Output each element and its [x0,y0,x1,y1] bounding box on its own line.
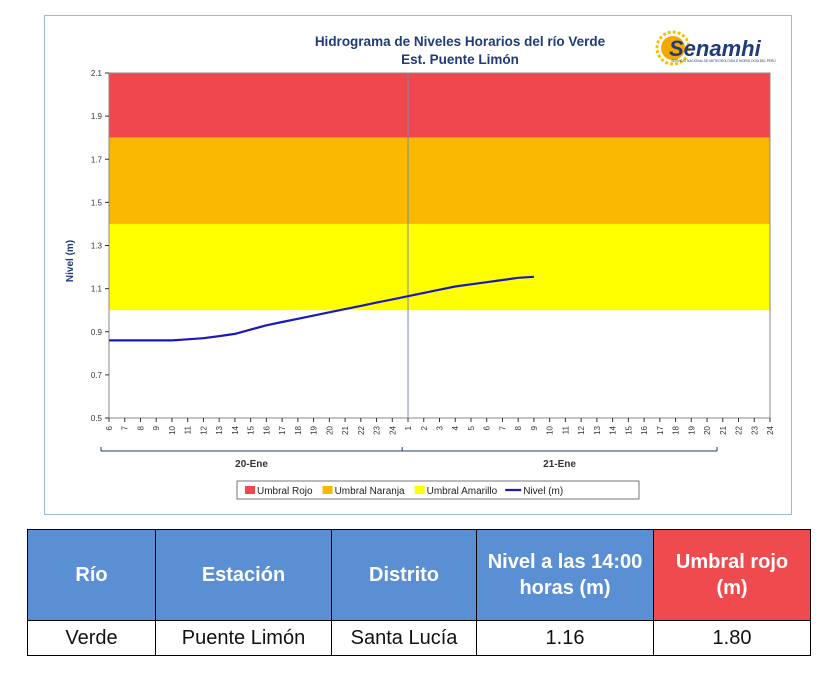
x-tick-label: 7 [498,425,507,430]
x-tick-label: 7 [121,425,130,430]
x-tick-label: 17 [278,425,287,434]
x-tick-label: 12 [199,425,208,434]
day-label-20-ene: 20-Ene [235,459,268,470]
x-tick-label: 18 [294,425,303,434]
table-header-row: Río Estación Distrito Nivel a las 14:00 … [27,529,811,621]
cell-umbral-rojo: 1.80 [653,620,811,656]
x-tick-label: 8 [136,425,145,430]
x-tick-label: 6 [483,425,492,430]
legend-item-label: Umbral Amarillo [427,486,498,497]
x-tick-label: 21 [719,425,728,434]
x-tick-label: 13 [593,425,602,434]
x-tick-label: 8 [514,425,523,430]
y-axis: 0.5 0.7 0.9 1.1 1.3 1.5 1.7 1.9 2.1 [91,69,109,423]
x-tick-label: 24 [766,425,775,434]
cell-estacion: Puente Limón [155,620,332,656]
x-tick-label: 4 [451,425,460,430]
x-tick-label: 24 [388,425,397,434]
x-tick-label: 22 [357,425,366,434]
x-tick-label: 14 [609,425,618,434]
legend-swatch [245,486,255,494]
chart-subtitle: Est. Puente Limón [401,52,519,67]
legend-item-label: Umbral Naranja [335,486,405,497]
station-info-table: Río Estación Distrito Nivel a las 14:00 … [27,529,811,656]
threshold-band-1 [109,137,770,224]
legend-swatch [322,486,333,494]
y-tick-label: 1.7 [91,155,103,164]
legend-swatch [414,486,425,494]
legend-box [236,480,640,500]
senamhi-logo: Senamhi SERVICIO NACIONAL DE METEOROLOGÍ… [655,30,776,66]
x-tick-label: 12 [577,425,586,434]
x-tick-label: 11 [561,425,570,434]
x-tick-label: 16 [262,425,271,434]
x-tick-label: 10 [546,425,555,434]
x-tick-label: 22 [735,425,744,434]
x-tick-label: 19 [687,425,696,434]
y-tick-label: 1.1 [91,285,103,294]
y-tick-label: 1.3 [91,242,103,251]
series-line-nivel [109,275,534,342]
header-estacion: Estación [155,529,332,621]
x-tick-label: 13 [215,425,224,434]
x-tick-label: 15 [247,425,256,434]
y-tick-label: 1.9 [91,112,103,121]
x-tick-label: 20 [703,425,712,434]
logo-subtitle: SERVICIO NACIONAL DE METEOROLOGÍA E HIDR… [671,58,776,63]
logo-text: Senamhi [669,36,762,61]
chart-title: Hidrograma de Niveles Horarios del río V… [315,34,606,49]
x-tick-label: 16 [640,425,649,434]
legend-item-label: Umbral Rojo [257,486,313,497]
x-tick-label: 17 [656,425,665,434]
cell-rio: Verde [27,620,156,656]
x-tick-label: 3 [436,425,445,430]
x-tick-label: 15 [624,425,633,434]
y-tick-label: 0.7 [91,371,103,380]
x-tick-label: 19 [310,425,319,434]
x-tick-label: 9 [530,425,539,430]
y-tick-label: 0.5 [91,414,103,423]
x-tick-label: 23 [750,425,759,434]
y-tick-label: 2.1 [91,69,103,78]
x-tick-label: 21 [341,425,350,434]
series-layer [109,275,534,342]
threshold-band-2 [109,223,770,311]
legend-item-label: Nivel (m) [523,486,563,497]
threshold-bands [108,72,771,419]
header-nivel: Nivel a las 14:00 horas (m) [476,529,654,621]
cell-distrito: Santa Lucía [331,620,477,656]
table-row: Verde Puente Limón Santa Lucía 1.16 1.80 [27,620,811,656]
x-tick-label: 18 [672,425,681,434]
y-axis-label: Nivel (m) [65,240,76,282]
x-tick-label: 14 [231,425,240,434]
y-tick-label: 0.9 [91,328,103,337]
x-axis: 6 7 8 9 10 11 12 13 14 15 16 17 18 19 20 21 22 23 24 1 2 3 4 5 6… [100,418,775,470]
y-tick-label: 1.5 [91,198,103,207]
day-label-21-ene: 21-Ene [543,459,576,470]
header-distrito: Distrito [331,529,477,621]
sun-icon [655,30,691,66]
x-tick-label: 23 [373,425,382,434]
legend: Umbral Rojo Umbral Naranja Umbral Amarillo… [236,480,640,500]
x-tick-label: 5 [467,425,476,430]
header-umbral-rojo: Umbral rojo (m) [653,529,811,621]
x-tick-label: 6 [105,425,114,430]
x-tick-label: 2 [420,425,429,430]
cell-nivel: 1.16 [476,620,654,656]
header-rio: Río [27,529,156,621]
x-tick-label: 9 [152,425,161,430]
x-tick-label: 1 [404,425,413,430]
x-tick-label: 10 [168,425,177,434]
threshold-band-0 [109,73,770,138]
x-tick-label: 11 [184,425,193,434]
hydrograph-chart: Hidrograma de Niveles Horarios del río V… [44,15,792,515]
x-tick-label: 20 [325,425,334,434]
chart-canvas: Hidrograma de Niveles Horarios del río V… [65,30,776,500]
